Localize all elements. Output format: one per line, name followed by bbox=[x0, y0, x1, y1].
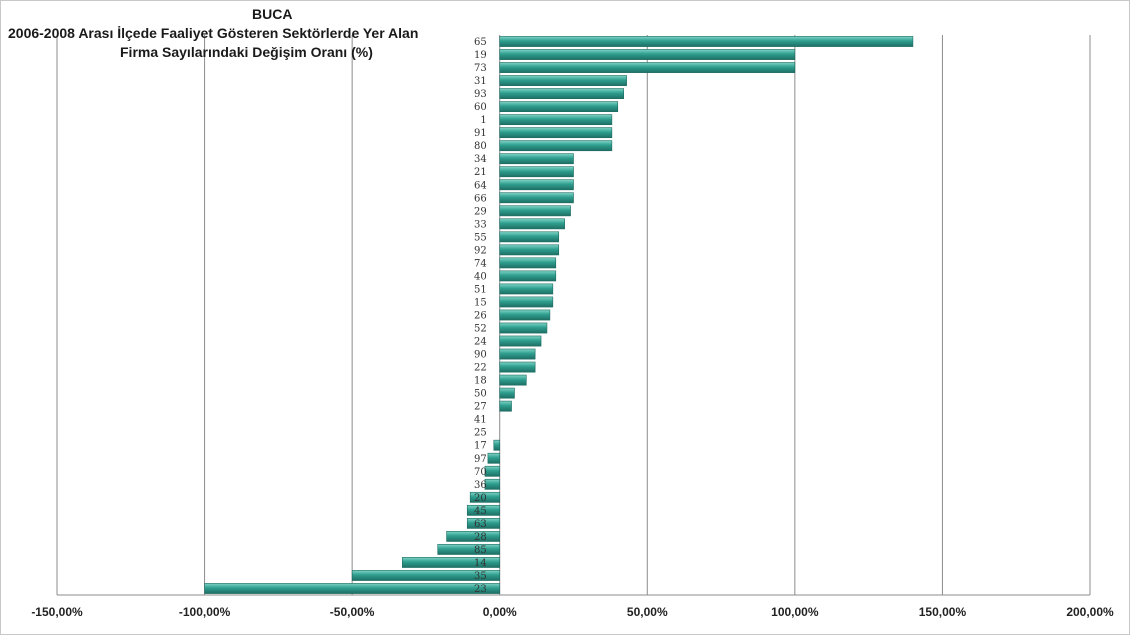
bar-50 bbox=[499, 387, 515, 399]
bar-23 bbox=[204, 583, 501, 594]
category-label-64: 64 bbox=[474, 180, 487, 191]
bar-92 bbox=[499, 244, 560, 256]
category-label-24: 24 bbox=[474, 337, 487, 348]
category-label-21: 21 bbox=[474, 167, 487, 178]
bar-91 bbox=[499, 127, 613, 139]
category-label-28: 28 bbox=[474, 532, 487, 543]
category-label-25: 25 bbox=[474, 428, 487, 439]
bar-93 bbox=[499, 88, 624, 99]
category-label-91: 91 bbox=[474, 128, 487, 139]
x-tick-label-5: 100,00% bbox=[771, 605, 819, 619]
category-label-55: 55 bbox=[474, 232, 487, 243]
category-label-1: 1 bbox=[480, 115, 486, 126]
category-label-66: 66 bbox=[474, 193, 487, 204]
bar-27 bbox=[499, 400, 512, 412]
bar-28 bbox=[446, 531, 501, 542]
bar-15 bbox=[499, 296, 554, 308]
bar-22 bbox=[499, 361, 536, 373]
chart-title-line-1: BUCA bbox=[252, 6, 293, 22]
bar-70 bbox=[484, 465, 501, 477]
bar-51 bbox=[499, 283, 554, 295]
category-label-90: 90 bbox=[474, 350, 487, 361]
bar-20 bbox=[469, 491, 501, 503]
bar-1 bbox=[499, 114, 613, 126]
bar-45 bbox=[466, 504, 501, 516]
x-tick-label-6: 150,00% bbox=[919, 605, 967, 619]
category-label-85: 85 bbox=[474, 545, 487, 556]
category-label-20: 20 bbox=[474, 493, 487, 504]
category-label-60: 60 bbox=[474, 102, 487, 113]
bar-74 bbox=[499, 257, 557, 269]
category-label-33: 33 bbox=[474, 219, 487, 230]
bar-26 bbox=[499, 309, 551, 321]
bar-64 bbox=[499, 179, 574, 191]
bar-35 bbox=[351, 570, 501, 581]
x-tick-labels: -150,00% -100,00% -50,00% 0,00% 50,00% 100,00… bbox=[31, 605, 1114, 619]
category-label-27: 27 bbox=[474, 402, 487, 413]
category-label-17: 17 bbox=[474, 441, 487, 452]
bar-90 bbox=[499, 348, 536, 360]
category-label-52: 52 bbox=[474, 324, 487, 335]
category-label-36: 36 bbox=[474, 480, 487, 491]
bar-19 bbox=[499, 49, 796, 60]
bar-29 bbox=[499, 205, 571, 217]
bar-31 bbox=[499, 75, 627, 86]
category-label-63: 63 bbox=[474, 519, 487, 530]
category-label-35: 35 bbox=[474, 571, 487, 582]
x-tick-label-4: 50,00% bbox=[627, 605, 668, 619]
category-label-73: 73 bbox=[474, 63, 487, 74]
bar-21 bbox=[499, 166, 574, 178]
chart-title-line-3: Firma Sayılarındaki Değişim Oranı (%) bbox=[120, 44, 373, 60]
category-label-70: 70 bbox=[474, 467, 487, 478]
bar-97 bbox=[487, 452, 501, 464]
bar-60 bbox=[499, 101, 619, 113]
category-label-40: 40 bbox=[474, 271, 487, 282]
category-labels: 65 19 73 31 93 60 1 91 80 34 21 64 66 29 33 55 92 74 40 51 1… bbox=[474, 37, 487, 595]
x-tick-label-1: -100,00% bbox=[179, 605, 231, 619]
category-label-29: 29 bbox=[474, 206, 487, 217]
bar-55 bbox=[499, 231, 560, 243]
category-label-65: 65 bbox=[474, 37, 487, 48]
category-label-92: 92 bbox=[474, 245, 487, 256]
bar-40 bbox=[499, 270, 557, 282]
chart-title-line-2: 2006-2008 Arası İlçede Faaliyet Gösteren… bbox=[8, 25, 419, 41]
bar-80 bbox=[499, 140, 613, 152]
x-tick-label-0: -150,00% bbox=[31, 605, 83, 619]
category-label-14: 14 bbox=[474, 558, 487, 569]
category-label-80: 80 bbox=[474, 141, 487, 152]
category-label-50: 50 bbox=[474, 389, 487, 400]
bar-17 bbox=[493, 439, 501, 451]
category-label-34: 34 bbox=[474, 154, 487, 165]
category-label-15: 15 bbox=[474, 297, 487, 308]
bar-73 bbox=[499, 62, 796, 73]
x-tick-label-2: -50,00% bbox=[330, 605, 375, 619]
category-label-51: 51 bbox=[474, 284, 487, 295]
bar-65 bbox=[499, 36, 914, 47]
category-label-97: 97 bbox=[474, 454, 487, 465]
bar-33 bbox=[499, 218, 565, 230]
category-label-41: 41 bbox=[474, 415, 487, 426]
bars bbox=[204, 36, 914, 594]
category-label-74: 74 bbox=[474, 258, 487, 269]
category-label-93: 93 bbox=[474, 89, 487, 100]
category-label-45: 45 bbox=[474, 506, 487, 517]
bar-52 bbox=[499, 322, 548, 334]
category-label-22: 22 bbox=[474, 363, 487, 374]
category-label-23: 23 bbox=[474, 584, 487, 595]
bar-63 bbox=[466, 517, 501, 529]
category-label-26: 26 bbox=[474, 311, 487, 322]
bar-85 bbox=[437, 544, 501, 555]
x-tick-label-3: 0,00% bbox=[483, 605, 517, 619]
bar-36 bbox=[484, 478, 501, 490]
bar-14 bbox=[402, 557, 501, 568]
bar-24 bbox=[499, 335, 542, 347]
bar-18 bbox=[499, 374, 527, 386]
x-tick-label-7: 200,00% bbox=[1066, 605, 1114, 619]
bar-34 bbox=[499, 153, 574, 165]
category-label-31: 31 bbox=[474, 76, 487, 87]
bar-66 bbox=[499, 192, 574, 204]
category-label-18: 18 bbox=[474, 376, 487, 387]
category-label-19: 19 bbox=[474, 50, 487, 61]
